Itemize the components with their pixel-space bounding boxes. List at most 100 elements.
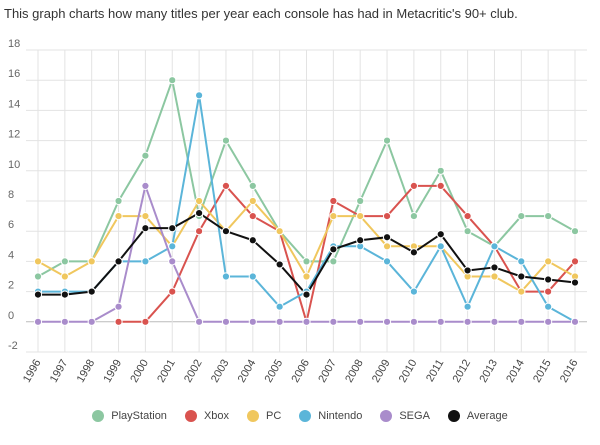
legend-item-sega[interactable]: SEGA: [380, 410, 430, 422]
data-point-pc: [33, 257, 43, 266]
data-point-average: [302, 290, 311, 299]
data-point-playstation: [114, 196, 123, 206]
x-tick-label: 1996: [21, 358, 44, 385]
data-point-average: [221, 227, 231, 236]
data-point-xbox: [570, 257, 580, 266]
legend-label: SEGA: [399, 410, 430, 422]
data-point-nintendo: [382, 257, 392, 266]
data-point-playstation: [382, 136, 392, 145]
data-point-sega: [60, 317, 69, 326]
data-point-average: [168, 224, 177, 233]
data-point-sega: [33, 317, 43, 326]
x-tick-label: 2011: [424, 358, 446, 384]
legend-label: Average: [466, 410, 508, 422]
legend-label: Xbox: [203, 410, 230, 422]
data-point-nintendo: [195, 91, 204, 100]
data-point-xbox: [221, 181, 231, 190]
data-point-sega: [168, 257, 177, 266]
data-point-nintendo: [168, 242, 177, 251]
data-point-pc: [195, 196, 204, 206]
data-point-sega: [114, 302, 123, 311]
x-tick-label: 2003: [209, 358, 232, 385]
x-tick-label: 2013: [477, 358, 500, 385]
data-point-pc: [490, 272, 499, 281]
data-point-sega: [490, 317, 499, 326]
legend-marker: [247, 410, 260, 422]
data-point-average: [436, 230, 445, 239]
data-point-nintendo: [544, 302, 553, 311]
y-tick-label: 6: [8, 219, 14, 231]
data-point-playstation: [60, 257, 69, 266]
data-point-nintendo: [436, 242, 445, 251]
data-point-playstation: [168, 76, 177, 85]
data-point-average: [382, 233, 392, 242]
data-point-pc: [356, 212, 365, 221]
y-tick-label: 14: [8, 98, 20, 110]
data-point-sega: [436, 317, 445, 326]
data-point-sega: [141, 181, 150, 190]
x-tick-label: 2001: [155, 358, 178, 385]
data-point-average: [570, 278, 580, 287]
legend-label: PC: [266, 410, 282, 422]
data-point-nintendo: [248, 272, 257, 281]
data-point-average: [490, 263, 499, 272]
x-tick-label: 2014: [504, 358, 527, 385]
y-tick-label: 0: [8, 310, 14, 322]
y-tick-label: 10: [8, 159, 20, 171]
data-point-xbox: [329, 196, 338, 206]
legend-label: Nintendo: [318, 410, 363, 422]
data-point-average: [60, 290, 69, 299]
data-point-pc: [517, 287, 526, 296]
data-point-average: [409, 248, 418, 257]
legend-item-playstation[interactable]: PlayStation: [92, 410, 167, 422]
data-point-nintendo: [141, 257, 150, 266]
data-point-pc: [302, 272, 311, 281]
y-tick-label: 8: [8, 189, 14, 201]
x-tick-label: 1998: [75, 358, 98, 385]
x-tick-label: 2012: [451, 358, 474, 385]
data-point-sega: [248, 317, 257, 326]
data-point-nintendo: [490, 242, 499, 251]
data-point-average: [329, 245, 338, 254]
legend-item-nintendo[interactable]: Nintendo: [299, 410, 362, 422]
x-tick-label: 2000: [128, 358, 151, 385]
data-point-sega: [87, 317, 96, 326]
legend-marker: [447, 410, 460, 422]
legend-marker: [299, 410, 312, 422]
data-point-sega: [195, 317, 204, 326]
legend-item-pc[interactable]: PC: [247, 410, 281, 422]
data-point-playstation: [517, 212, 526, 221]
legend-marker: [92, 410, 105, 422]
data-point-average: [114, 257, 123, 266]
x-tick-label: 2004: [236, 358, 259, 385]
x-tick-label: 2007: [316, 358, 339, 385]
x-tick-label: 1999: [102, 358, 125, 385]
data-point-sega: [409, 317, 418, 326]
data-point-average: [275, 260, 284, 269]
data-point-nintendo: [463, 302, 472, 311]
data-point-average: [356, 236, 365, 245]
data-point-sega: [382, 317, 392, 326]
data-point-nintendo: [517, 257, 526, 266]
data-point-xbox: [114, 317, 123, 326]
data-point-average: [463, 266, 472, 275]
data-point-average: [195, 208, 204, 218]
data-point-sega: [329, 317, 338, 326]
data-point-xbox: [141, 317, 150, 326]
data-point-playstation: [356, 196, 365, 206]
legend-item-xbox[interactable]: Xbox: [184, 410, 230, 422]
legend-item-average[interactable]: Average: [447, 410, 508, 422]
data-point-sega: [517, 317, 526, 326]
data-point-playstation: [33, 272, 43, 281]
legend-label: PlayStation: [111, 410, 167, 422]
data-point-average: [141, 224, 150, 233]
data-point-playstation: [544, 212, 553, 221]
data-point-xbox: [382, 212, 392, 221]
data-point-playstation: [248, 181, 257, 190]
data-point-pc: [275, 227, 284, 236]
x-tick-label: 2016: [558, 358, 581, 385]
y-tick-label: 12: [8, 129, 20, 141]
x-tick-label: 1997: [48, 358, 71, 385]
data-point-nintendo: [409, 287, 418, 296]
